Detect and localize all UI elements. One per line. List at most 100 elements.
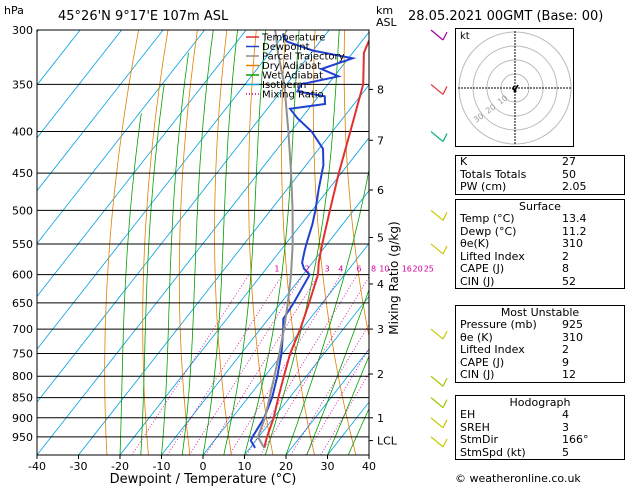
mixing-ratio-label: 8 — [371, 265, 376, 274]
wind-barb-feather — [442, 31, 448, 41]
mixing-ratio-line — [205, 274, 319, 455]
mixing-ratio-label: 3 — [325, 265, 330, 274]
pressure-tick-label: 750 — [12, 347, 33, 360]
wind-barb-feather — [442, 399, 448, 408]
hodograph-svg: kt 10 20 30 — [455, 28, 574, 147]
mixing-ratio-label: 20 — [412, 265, 422, 274]
legend-label: Dry Adiabat — [262, 61, 321, 72]
mu-row: θe (K) 310 — [460, 330, 583, 344]
index-row-pw: PW (cm) 2.05 — [460, 180, 587, 193]
dry-adiabat-line — [142, 30, 169, 455]
index-row-k: K 27 — [460, 155, 576, 168]
wind-barb-feather — [442, 377, 448, 387]
mu-row: Lifted Index 2 — [460, 343, 569, 356]
most-unstable-panel: Most Unstable Pressure (mb) 925 θe (K) 310… — [455, 305, 625, 383]
hodo-row: StmDir 166° — [460, 433, 589, 446]
km-unit-label: km — [376, 4, 393, 17]
pressure-tick-label: 900 — [12, 412, 33, 425]
wet-adiabat-line — [119, 113, 142, 455]
hpa-unit-label: hPa — [4, 4, 24, 17]
most-unstable-title: Most Unstable — [500, 306, 580, 319]
mixing-ratio-line — [228, 274, 342, 455]
surface-row: CAPE (J) 8 — [460, 262, 569, 275]
mixing-ratio-label: 2 — [305, 265, 310, 274]
x-tick-label: 40 — [362, 460, 376, 473]
km-tick-label: 5 — [377, 231, 384, 244]
wind-barb-feather — [442, 133, 448, 142]
mu-row: Pressure (mb) 925 — [460, 318, 583, 331]
wind-barb — [430, 29, 444, 41]
x-tick-label: 0 — [200, 460, 207, 473]
mixing-ratio-line — [290, 323, 369, 455]
legend-label: Temperature — [261, 33, 325, 44]
dewpoint-line — [249, 33, 357, 449]
legend-label: Mixing Ratio — [262, 90, 324, 101]
isotherm-line — [37, 31, 369, 455]
mixing-ratio-label: 6 — [357, 265, 362, 274]
datetime-label: 28.05.2021 00GMT (Base: 00) — [408, 9, 603, 24]
x-tick-label: -10 — [153, 460, 171, 473]
isotherm-line — [37, 30, 288, 350]
pressure-tick-label: 800 — [12, 370, 33, 383]
surface-row: θe(K) 310 — [460, 237, 583, 250]
parcel-trajectory-line — [256, 30, 294, 449]
wind-barb — [430, 83, 444, 95]
legend-label: Parcel Trajectory — [262, 52, 345, 63]
wind-barb — [430, 243, 444, 255]
km-tick-label: 7 — [377, 134, 384, 147]
km-tick-label: 6 — [377, 184, 384, 197]
wet-adiabat-line — [161, 52, 189, 455]
y-axis-right-title: Mixing Ratio (g/kg) — [387, 221, 401, 334]
legend-label: Wet Adiabat — [262, 71, 323, 82]
km-tick-label: 3 — [377, 323, 384, 336]
x-tick-label: -40 — [28, 460, 46, 473]
pressure-tick-label: 600 — [12, 269, 33, 282]
hodograph-storm-motion — [513, 89, 517, 93]
km-tick-label: 1 — [377, 412, 384, 425]
isotherm-line — [37, 30, 164, 192]
mixing-ratio-line — [246, 274, 358, 455]
hodograph-trace — [512, 84, 519, 91]
isotherm-line — [37, 30, 205, 245]
mu-row: CAPE (J) 9 — [460, 355, 569, 369]
surface-panel: Surface Temp (°C) 13.4 Dewp (°C) 11.2 θe(K… — [455, 199, 625, 289]
pressure-tick-label: 300 — [12, 24, 33, 37]
isotherm-line — [285, 348, 369, 455]
asl-unit-label: ASL — [376, 16, 398, 29]
wind-barb-feather — [442, 330, 448, 340]
hodograph-panel: Hodograph EH 4 SREH 3 StmDir 166° StmSpd (k… — [455, 395, 625, 460]
wet-adiabat-line — [181, 30, 214, 455]
isotherm-line — [119, 137, 369, 455]
mu-row: CIN (J) 12 — [460, 368, 576, 381]
wind-barb — [430, 131, 444, 143]
surface-row: CIN (J) 52 — [460, 274, 576, 288]
legend-label: Dewpoint — [262, 42, 310, 53]
pressure-tick-label: 450 — [12, 167, 33, 180]
mixing-ratio-label: 25 — [424, 265, 434, 274]
x-tick-label: -20 — [111, 460, 129, 473]
wind-barb-feather — [442, 212, 448, 221]
hodograph-title: Hodograph — [509, 396, 571, 409]
km-tick-label: LCL — [377, 435, 398, 448]
isotherm-line — [37, 30, 122, 139]
index-row-totals: Totals Totals 50 — [460, 167, 576, 181]
mixing-ratio-line — [260, 276, 369, 455]
isotherm-line — [37, 30, 330, 403]
x-tick-label: -30 — [70, 460, 88, 473]
pressure-tick-label: 650 — [12, 297, 33, 310]
wind-barb-feather — [442, 86, 448, 95]
pressure-tick-label: 700 — [12, 323, 33, 336]
wet-adiabat-line — [306, 288, 369, 455]
hodograph-kt-label: kt — [460, 31, 470, 42]
mixing-ratio-label: 1 — [274, 265, 279, 274]
pressure-tick-label: 350 — [12, 78, 33, 91]
surface-row: Lifted Index 2 — [460, 249, 569, 263]
hodograph: kt 10 20 30 — [455, 28, 575, 148]
wind-barb — [430, 209, 444, 221]
wind-barb-feather — [442, 419, 448, 429]
wind-barb-feather — [442, 438, 448, 448]
legend-label: Isotherm — [262, 80, 306, 91]
wind-barb — [430, 328, 444, 340]
